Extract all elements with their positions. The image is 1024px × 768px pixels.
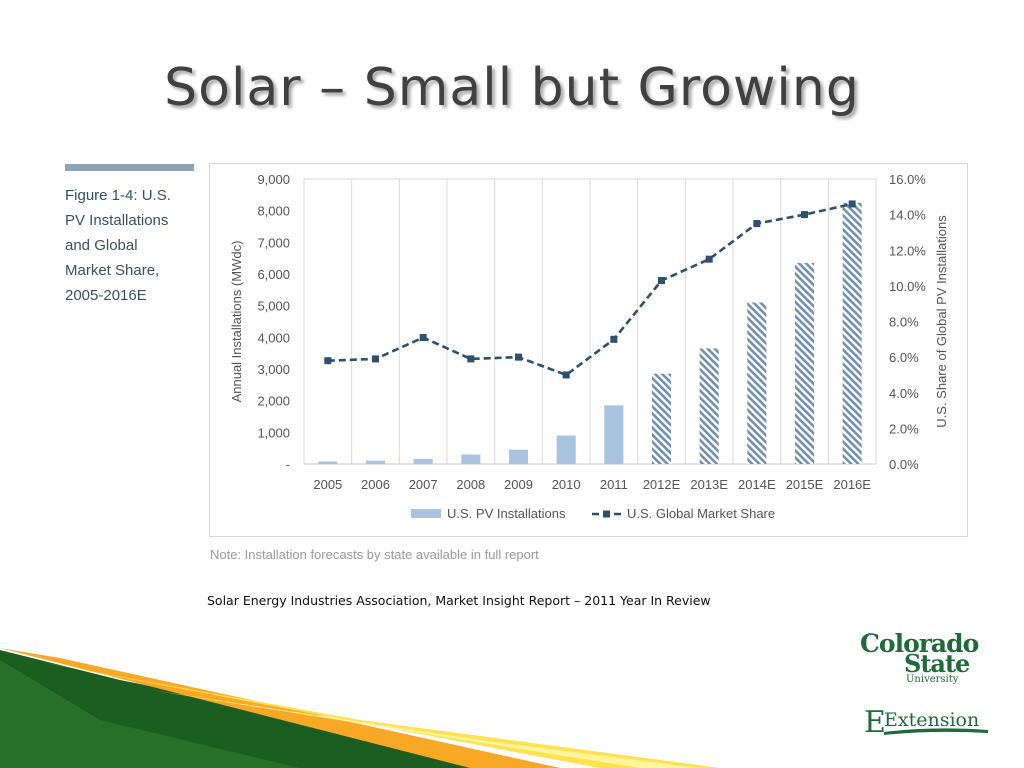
line-marker (467, 355, 475, 363)
legend-label-market-share: U.S. Global Market Share (627, 506, 775, 521)
x-tick-label: 2013E (690, 477, 728, 492)
bar (556, 435, 576, 464)
y2-tick-label: 10.0% (889, 279, 926, 294)
y-tick-label: 5,000 (257, 299, 290, 314)
x-tick-label: 2014E (738, 477, 776, 492)
bar (508, 449, 529, 464)
bar (842, 202, 862, 464)
source-citation: Solar Energy Industries Association, Mar… (207, 593, 711, 608)
bar (318, 461, 338, 464)
x-tick-label: 2006 (361, 477, 390, 492)
bar (365, 460, 386, 464)
y2-tick-label: 8.0% (889, 315, 919, 330)
extension-logo-swoosh (884, 728, 988, 735)
y-axis-label: Annual Installations (MWdc) (229, 241, 244, 403)
figure-caption-line: and Global (65, 237, 138, 254)
y2-tick-label: 14.0% (889, 208, 926, 223)
chart-frame (209, 163, 968, 537)
figure-caption-line: Market Share, (65, 262, 160, 279)
y2-tick-label: 6.0% (889, 350, 919, 365)
chart-note: Note: Installation forecasts by state av… (210, 547, 539, 562)
figure-caption-line: 2005-2016E (65, 287, 147, 304)
x-tick-label: 2007 (409, 477, 438, 492)
y2-tick-label: 0.0% (889, 457, 919, 472)
y2-tick-label: 4.0% (889, 386, 919, 401)
bar (699, 348, 719, 464)
y2-tick-label: 12.0% (889, 243, 926, 258)
line-marker (801, 211, 808, 219)
y-tick-label: 9,000 (257, 172, 290, 187)
y-tick-label: 6,000 (257, 267, 290, 282)
figure-caption-rule (65, 164, 194, 171)
y-tick-label: 1,000 (257, 425, 290, 440)
line-marker (562, 371, 570, 379)
line-marker (848, 200, 856, 208)
x-tick-label: 2009 (504, 477, 533, 492)
y2-axis-label: U.S. Share of Global PV Installations (934, 215, 949, 428)
line-marker (753, 220, 761, 228)
figure-caption-line: PV Installations (65, 212, 169, 229)
x-tick-label: 2008 (456, 477, 485, 492)
y-tick-label: 3,000 (257, 362, 290, 377)
logo-line-state: State (904, 649, 970, 678)
y-tick-label: - (286, 457, 290, 472)
extension-logo-initial: E (864, 705, 886, 740)
x-tick-label: 2010 (552, 477, 581, 492)
legend-swatch-installations (411, 509, 441, 518)
extension-logo-text: Extension (884, 709, 979, 731)
logo-line-university: University (906, 674, 959, 684)
line-marker (705, 255, 713, 263)
line-marker (658, 277, 665, 285)
chart: - 1,000 2,000 3,000 4,000 5,000 6,000 7,000 8,00… (229, 172, 949, 521)
legend-label-installations: U.S. PV Installations (447, 506, 566, 521)
bar (461, 454, 481, 464)
line-marker (515, 353, 522, 361)
y2-tick-label: 2.0% (889, 421, 919, 436)
decorative-swoosh (0, 648, 720, 768)
bar (604, 405, 624, 464)
line-marker (324, 357, 332, 365)
line-marker (419, 334, 427, 342)
y-tick-label: 4,000 (257, 330, 290, 345)
x-tick-label: 2016E (833, 477, 871, 492)
y2-tick-label: 16.0% (889, 172, 926, 187)
x-tick-label: 2005 (313, 477, 342, 492)
line-marker (372, 355, 379, 363)
y-tick-label: 2,000 (257, 394, 290, 409)
extension-logo: E Extension (864, 705, 988, 740)
slide-title: Solar – Small but Growing (164, 58, 860, 118)
series-line (327, 202, 853, 377)
x-tick-label: 2011 (600, 477, 628, 492)
figure-caption-line: U.S. (141, 187, 171, 204)
colorado-state-university-logo: Colorado State University (860, 629, 980, 684)
legend-marker-market-share (603, 510, 610, 518)
bar (413, 458, 433, 464)
bar (651, 373, 672, 464)
y-tick-label: 8,000 (257, 204, 290, 219)
figure-caption-label: Figure 1-4: (65, 187, 138, 204)
bar (794, 262, 815, 464)
line-marker (610, 335, 618, 343)
y-tick-label: 7,000 (257, 235, 290, 250)
x-tick-label: 2015E (786, 477, 824, 492)
bar (747, 302, 767, 464)
figure-caption: Figure 1-4: U.S. PV Installations and Gl… (65, 183, 200, 308)
x-tick-label: 2012E (643, 477, 681, 492)
logo-line-colorado: Colorado (860, 629, 979, 658)
